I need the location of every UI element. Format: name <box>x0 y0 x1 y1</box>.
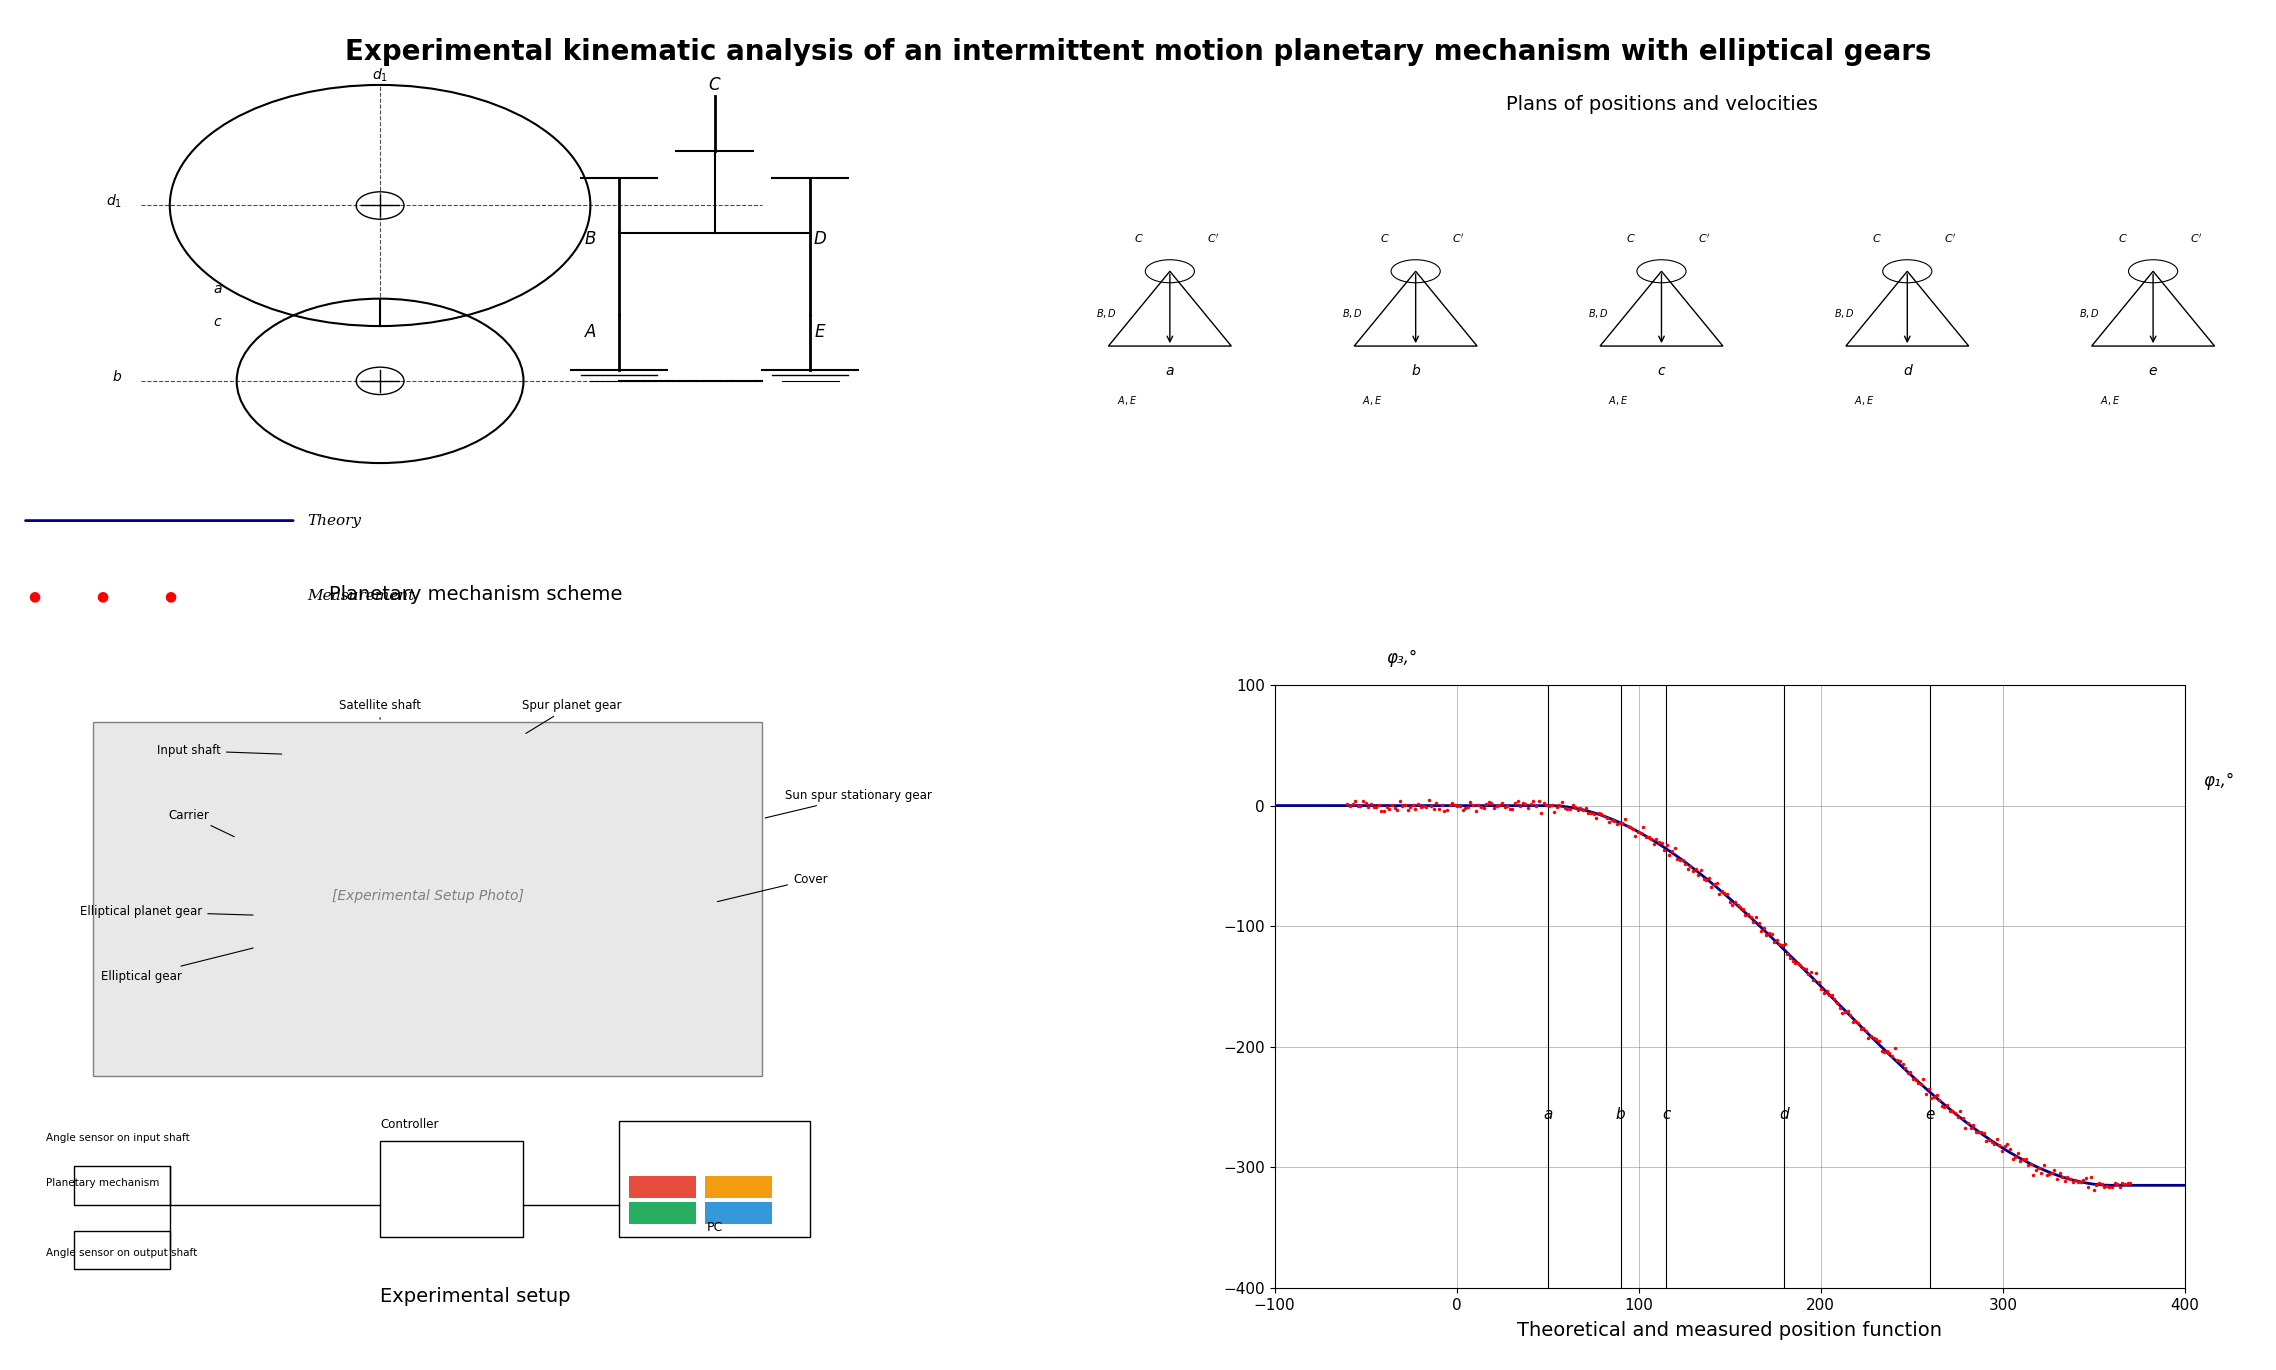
Text: PC: PC <box>706 1221 724 1233</box>
Text: $c$: $c$ <box>214 315 223 329</box>
Text: $E$: $E$ <box>813 323 826 341</box>
Text: Angle sensor on input shaft: Angle sensor on input shaft <box>46 1133 189 1143</box>
Text: Measurement: Measurement <box>307 589 414 603</box>
Text: Controller: Controller <box>380 1118 439 1130</box>
Text: Theoretical and measured position function: Theoretical and measured position functi… <box>1518 1321 1941 1340</box>
Bar <box>706 1175 772 1199</box>
Text: $B,D$: $B,D$ <box>1097 307 1118 321</box>
Text: ●: ● <box>27 589 41 603</box>
Text: $A,E$: $A,E$ <box>1118 393 1138 407</box>
Text: c: c <box>1657 364 1666 378</box>
Text: e: e <box>1925 1107 1935 1122</box>
Text: ●: ● <box>96 589 109 603</box>
Text: $B,D$: $B,D$ <box>1834 307 1855 321</box>
Text: b: b <box>1411 364 1420 378</box>
Text: Carrier: Carrier <box>168 808 234 837</box>
Text: Angle sensor on output shaft: Angle sensor on output shaft <box>46 1248 196 1259</box>
Text: $C$: $C$ <box>2117 233 2128 244</box>
Text: $C'$: $C'$ <box>1452 232 1466 245</box>
Text: Planetary mechanism scheme: Planetary mechanism scheme <box>330 585 621 604</box>
Text: d: d <box>1780 1107 1789 1122</box>
Text: Experimental setup: Experimental setup <box>380 1286 571 1306</box>
Bar <box>628 1175 696 1199</box>
Bar <box>75 1230 171 1269</box>
Bar <box>706 1201 772 1225</box>
Text: Experimental kinematic analysis of an intermittent motion planetary mechanism wi: Experimental kinematic analysis of an in… <box>344 38 1932 66</box>
Text: $A,E$: $A,E$ <box>1609 393 1630 407</box>
Text: a: a <box>1165 364 1174 378</box>
Text: Satellite shaft: Satellite shaft <box>339 699 421 719</box>
Text: $B$: $B$ <box>585 230 596 248</box>
Text: $C$: $C$ <box>1133 233 1145 244</box>
Text: a: a <box>1543 1107 1552 1122</box>
Text: Elliptical planet gear: Elliptical planet gear <box>80 906 253 918</box>
Text: $A,E$: $A,E$ <box>2101 393 2121 407</box>
Text: $C'$: $C'$ <box>1944 232 1957 245</box>
Text: $B,D$: $B,D$ <box>2080 307 2101 321</box>
Bar <box>380 1140 523 1237</box>
Bar <box>75 1166 171 1206</box>
Text: Plans of positions and velocities: Plans of positions and velocities <box>1504 95 1819 114</box>
Text: Planetary mechanism: Planetary mechanism <box>46 1178 159 1188</box>
Text: Theory: Theory <box>307 514 362 527</box>
Text: $C$: $C$ <box>1625 233 1636 244</box>
Text: φ₃,°: φ₃,° <box>1386 649 1418 667</box>
Bar <box>628 1201 696 1225</box>
Text: $A,E$: $A,E$ <box>1855 393 1875 407</box>
Text: Sun spur stationary gear: Sun spur stationary gear <box>765 789 931 818</box>
Text: $d_1$: $d_1$ <box>107 193 123 210</box>
Text: Elliptical gear: Elliptical gear <box>100 948 253 982</box>
Text: $a$: $a$ <box>212 282 223 296</box>
Text: φ₁,°: φ₁,° <box>2203 773 2235 790</box>
Text: $A,E$: $A,E$ <box>1363 393 1384 407</box>
Text: c: c <box>1661 1107 1671 1122</box>
Text: [Experimental Setup Photo]: [Experimental Setup Photo] <box>332 889 523 903</box>
FancyBboxPatch shape <box>93 722 762 1077</box>
Text: $A$: $A$ <box>585 323 596 341</box>
Text: ●: ● <box>164 589 178 603</box>
Text: $B,D$: $B,D$ <box>1343 307 1363 321</box>
Text: $C$: $C$ <box>708 77 721 95</box>
Text: $D$: $D$ <box>813 230 826 248</box>
Text: $d_1$: $d_1$ <box>371 67 389 84</box>
Text: $C'$: $C'$ <box>1206 232 1220 245</box>
Text: $C$: $C$ <box>1379 233 1391 244</box>
Text: $B,D$: $B,D$ <box>1589 307 1609 321</box>
Text: $C$: $C$ <box>1871 233 1882 244</box>
Text: e: e <box>2149 364 2158 378</box>
Text: Spur planet gear: Spur planet gear <box>521 699 621 733</box>
Text: Cover: Cover <box>717 873 828 901</box>
Text: $C'$: $C'$ <box>2190 232 2203 245</box>
Text: Input shaft: Input shaft <box>157 744 282 758</box>
Text: $b$: $b$ <box>112 369 123 384</box>
Bar <box>619 1121 810 1237</box>
Text: b: b <box>1616 1107 1625 1122</box>
Text: d: d <box>1903 364 1912 378</box>
Text: $C'$: $C'$ <box>1698 232 1712 245</box>
